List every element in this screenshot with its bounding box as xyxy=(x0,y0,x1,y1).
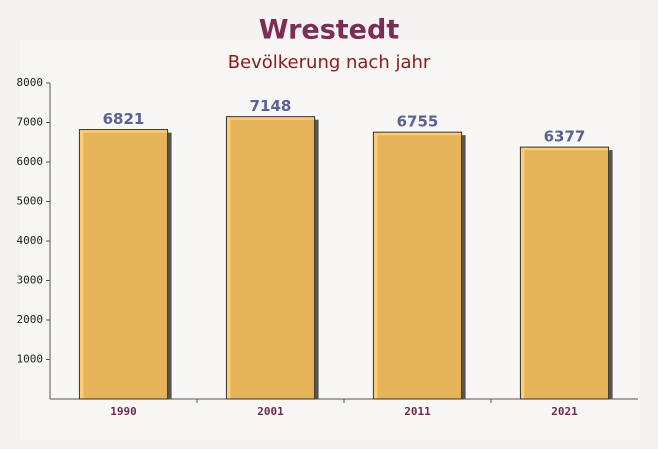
x-tick-label: 2021 xyxy=(551,405,578,418)
x-tick-label: 2011 xyxy=(404,405,431,418)
y-tick-label: 5000 xyxy=(17,195,44,208)
bar xyxy=(78,129,169,400)
y-tick-label: 1000 xyxy=(17,353,44,366)
y-tick-label: 8000 xyxy=(17,76,44,89)
y-tick-label: 2000 xyxy=(17,313,44,326)
value-label: 6821 xyxy=(103,110,145,128)
chart-subtitle: Bevölkerung nach jahr xyxy=(228,52,431,73)
y-tick-label: 3000 xyxy=(17,274,44,287)
bar xyxy=(519,146,610,400)
x-tick-label: 2001 xyxy=(257,405,284,418)
bar xyxy=(225,116,316,400)
y-tick-label: 7000 xyxy=(17,116,44,129)
chart-title: Wrestedt xyxy=(259,15,400,46)
y-tick-label: 6000 xyxy=(17,155,44,168)
value-label: 7148 xyxy=(250,97,292,115)
y-tick-label: 4000 xyxy=(17,234,44,247)
x-tick-label: 1990 xyxy=(110,405,137,418)
value-label: 6377 xyxy=(544,128,586,146)
bar xyxy=(372,131,463,400)
value-label: 6755 xyxy=(397,113,439,131)
